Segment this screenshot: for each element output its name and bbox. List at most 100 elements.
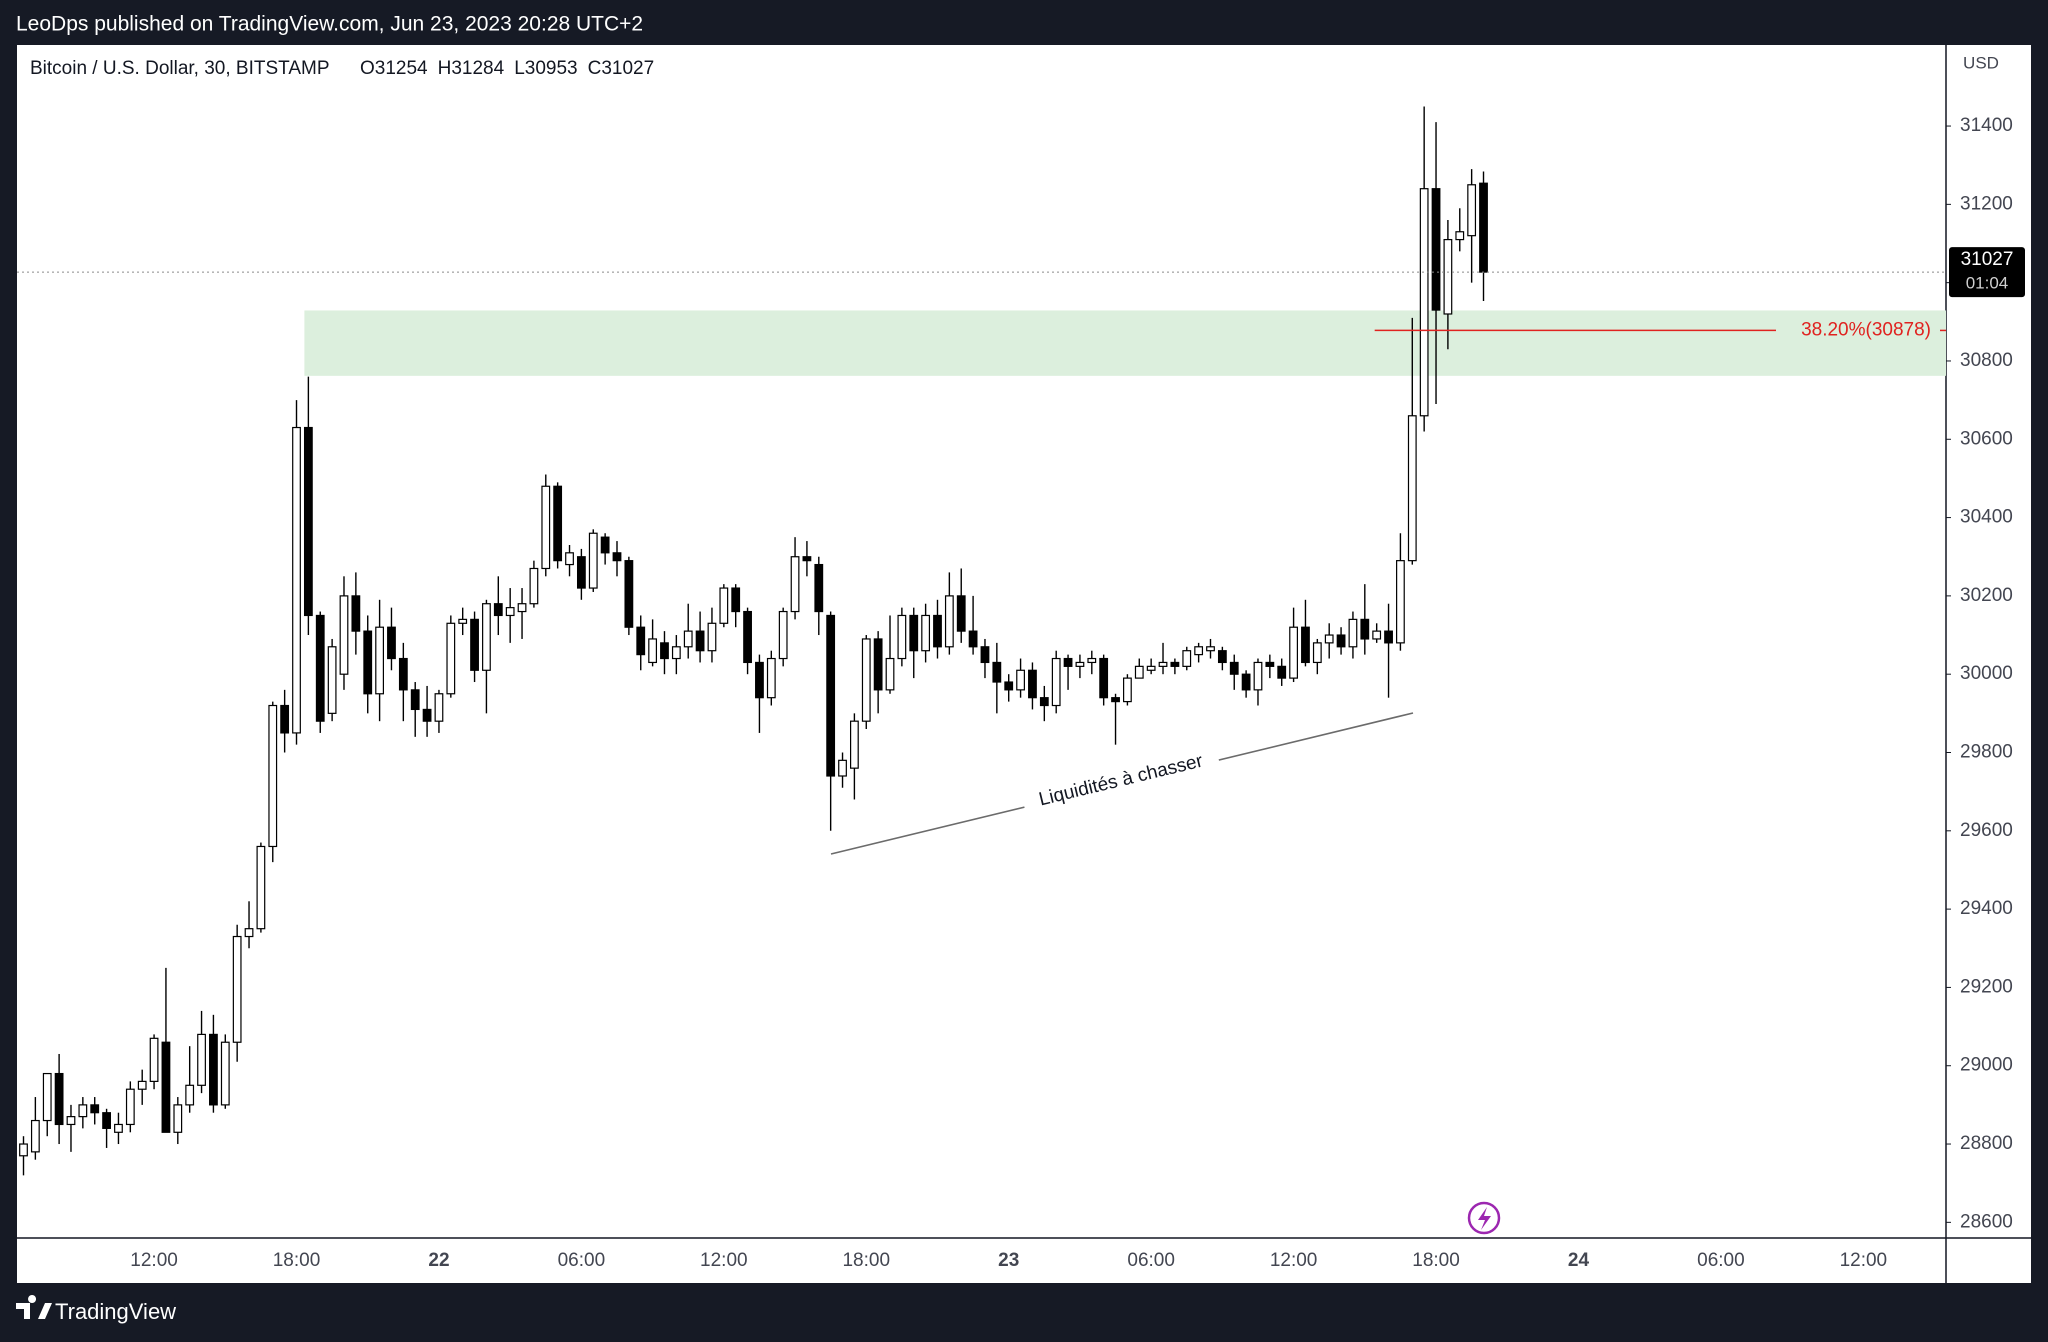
supply-zone: [304, 310, 1946, 376]
candle-body: [1336, 634, 1346, 648]
candle-body: [315, 614, 325, 722]
candle-body: [671, 646, 681, 660]
candle-body: [1123, 677, 1132, 703]
candle-body: [861, 638, 871, 722]
x-tick-label: 12:00: [1840, 1250, 1888, 1271]
candle-body: [1479, 182, 1488, 273]
candle-body: [743, 610, 752, 664]
ohlc-legend: O31254 H31284 L30953 C31027: [360, 58, 654, 79]
candle-body: [1206, 646, 1215, 652]
y-tick-label: 29800: [1960, 742, 2013, 763]
candle-body: [1467, 184, 1477, 237]
candle-body: [339, 595, 349, 675]
candle-body: [553, 485, 563, 562]
candle-body: [1229, 661, 1239, 675]
y-tick-label: 31200: [1960, 193, 2013, 214]
candle-body: [909, 614, 919, 652]
x-tick-label: 06:00: [1697, 1250, 1745, 1271]
candle-body: [1158, 661, 1168, 667]
candle-body: [482, 603, 491, 671]
candle-body: [849, 720, 859, 769]
candle-body: [280, 704, 290, 734]
candle-body: [1396, 560, 1405, 644]
candle-body: [244, 928, 254, 938]
candle-body: [1372, 630, 1382, 640]
x-tick-label: 23: [998, 1250, 1019, 1271]
candle-body: [1087, 657, 1097, 664]
plot: 28600 28800 29000 29200 29400 29600 29800 30000…: [17, 106, 2025, 1271]
candle-body: [648, 638, 658, 664]
ohlc-value: 31284: [451, 58, 504, 79]
y-tick-label: 29400: [1960, 898, 2013, 919]
candle-body: [956, 595, 966, 632]
candle-body: [173, 1104, 183, 1133]
candle-body: [1111, 697, 1120, 703]
candle-body: [980, 646, 990, 664]
y-tick-label: 30800: [1960, 350, 2013, 371]
candle-body: [576, 556, 586, 589]
candle-body: [790, 556, 800, 613]
candle-body: [232, 935, 242, 1043]
candle-body: [54, 1072, 64, 1126]
icon-bolt: [1478, 1207, 1491, 1230]
candle-body: [1265, 661, 1275, 667]
candle-body: [600, 536, 610, 554]
ohlc-key: H: [438, 58, 452, 79]
candle-body: [1431, 188, 1441, 311]
candle-body: [1277, 665, 1287, 679]
ohlc-key: O: [360, 58, 375, 79]
candle-body: [470, 618, 479, 671]
candle-body: [398, 657, 408, 691]
candle-body: [897, 614, 907, 660]
x-tick-label: 18:00: [842, 1250, 890, 1271]
candle-body: [149, 1037, 159, 1082]
candle-body: [885, 657, 895, 691]
candle-body: [292, 426, 301, 734]
last-price-label: 31027: [1961, 249, 2014, 270]
x-tick-label: 12:00: [700, 1250, 748, 1271]
x-tick-label: 18:00: [273, 1250, 321, 1271]
candle-body: [565, 552, 574, 566]
candle-body: [1134, 665, 1144, 679]
candle-body: [755, 661, 764, 699]
candle-body: [505, 607, 515, 617]
y-tick-label: 30400: [1960, 507, 2013, 528]
candle-body: [1348, 618, 1358, 648]
candle-body: [102, 1112, 111, 1129]
candle-body: [78, 1104, 88, 1118]
candle-body: [42, 1072, 52, 1122]
candle-body: [695, 630, 705, 652]
candle-body: [933, 614, 942, 648]
candle-body: [1182, 650, 1192, 667]
candle-body: [90, 1104, 100, 1114]
y-tick-label: 28800: [1960, 1133, 2013, 1154]
candle-body: [1455, 231, 1465, 241]
candle-body: [766, 657, 776, 699]
candle-body: [387, 626, 396, 660]
candle-body: [1384, 630, 1393, 644]
candle-body: [1217, 650, 1227, 664]
candle-body: [268, 704, 278, 848]
x-tick-label: 06:00: [1127, 1250, 1175, 1271]
candle-body: [660, 642, 669, 660]
candle-body: [66, 1116, 76, 1126]
fib-label: 38.20%(30878): [1801, 319, 1931, 340]
x-tick-label: 24: [1568, 1250, 1590, 1271]
candle-body: [731, 587, 741, 613]
candle-body: [422, 708, 432, 722]
candle-body: [1312, 642, 1322, 664]
ohlc-value: 30953: [525, 58, 578, 79]
candle-body: [814, 563, 824, 613]
candle-body: [1419, 188, 1429, 417]
ohlc-value: 31027: [601, 58, 654, 79]
candle-body: [1004, 681, 1014, 691]
candle-body: [1063, 657, 1073, 667]
candle-body: [256, 845, 266, 930]
footer-logo: TradingView: [16, 1295, 176, 1324]
candle-body: [434, 693, 444, 722]
footer-brand: TradingView: [55, 1299, 176, 1324]
candle-body: [1039, 697, 1049, 707]
symbol-legend: Bitcoin / U.S. Dollar, 30, BITSTAMP: [30, 58, 330, 79]
candle-body: [612, 552, 622, 562]
candle-body: [921, 614, 931, 652]
